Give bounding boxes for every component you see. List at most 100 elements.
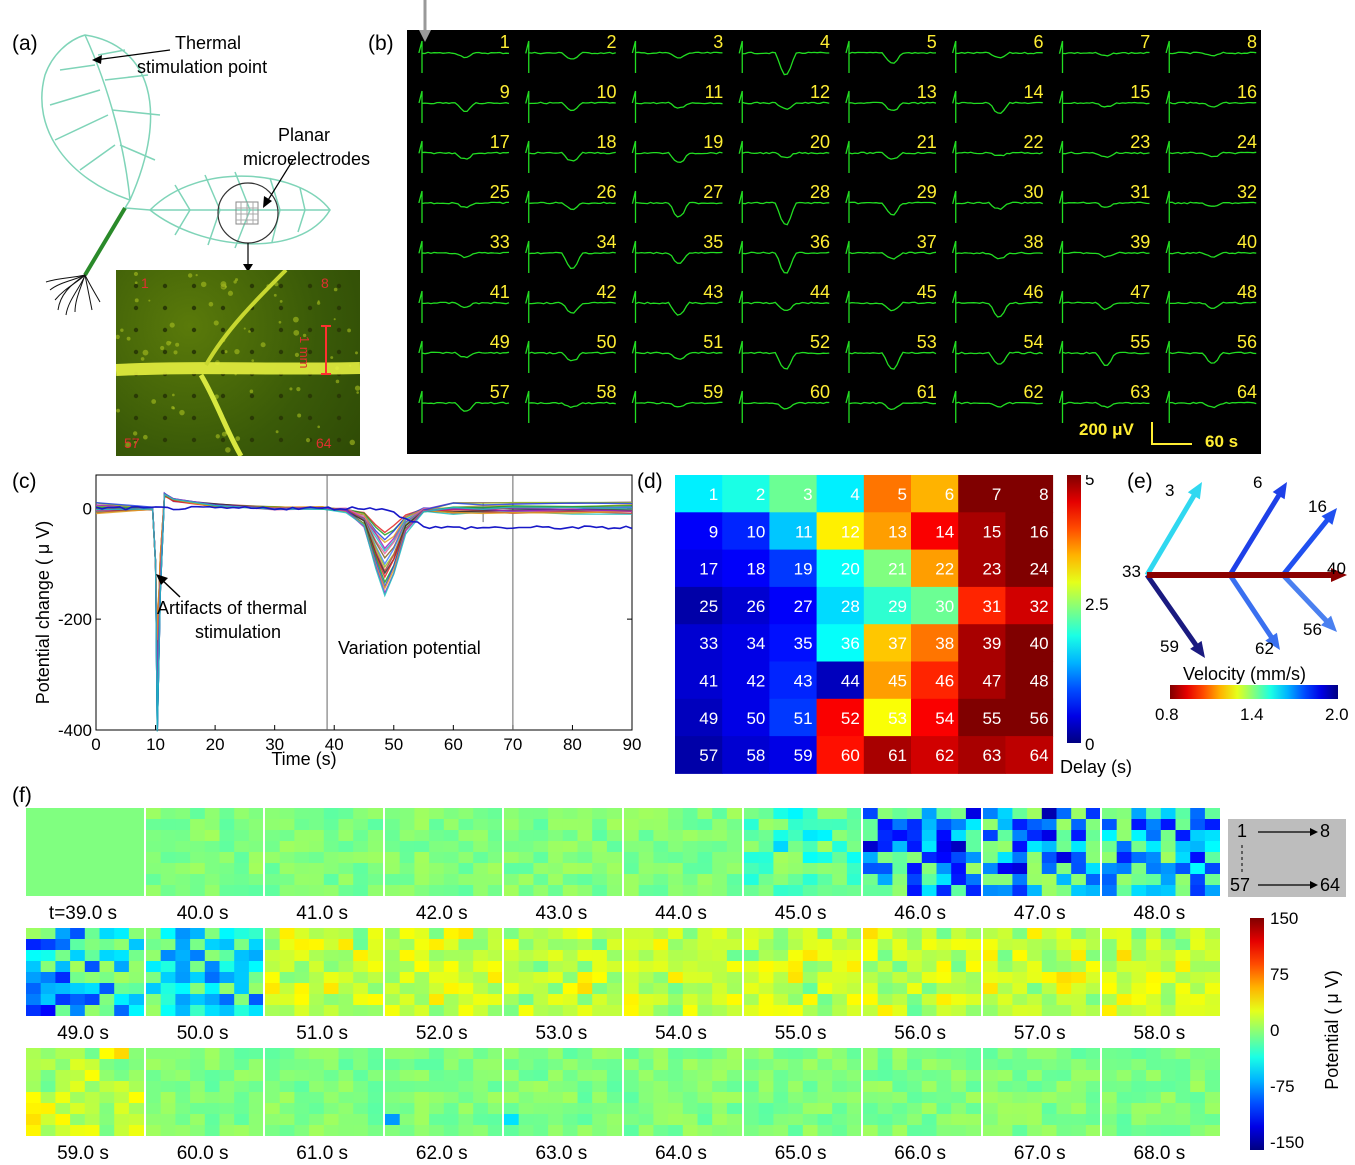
- annotation-artifacts-1: Artifacts of thermal: [157, 598, 308, 618]
- heatmap-cell: [1005, 624, 1054, 662]
- node-label: 40: [1327, 559, 1346, 578]
- panel-label-b: (b): [368, 32, 394, 55]
- cell-label: 42: [746, 672, 765, 691]
- channel-label: 34: [596, 232, 617, 252]
- stimulus-arrow-icon: [419, 0, 431, 47]
- heatmap-cell: [722, 549, 770, 588]
- micro-corner-br: 64: [316, 435, 332, 451]
- cell-label: 4: [850, 485, 859, 504]
- time-label: 55.0 s: [774, 1023, 827, 1044]
- velocity-arrow: [1265, 632, 1280, 650]
- planar-label-1: Planar: [278, 125, 331, 145]
- time-label: 60.0 s: [176, 1143, 229, 1164]
- time-label: 54.0 s: [655, 1023, 707, 1044]
- potential-map: [265, 1048, 383, 1136]
- channel-label: 8: [1246, 32, 1257, 52]
- heatmap-cell: [722, 475, 770, 513]
- channel-label: 40: [1236, 232, 1257, 252]
- time-label: 53.0 s: [535, 1023, 588, 1044]
- channel-label: 29: [916, 182, 937, 202]
- heatmap-cell: [863, 475, 912, 513]
- time-label: 52.0 s: [415, 1023, 468, 1044]
- trace: [631, 390, 723, 423]
- trace: [525, 240, 616, 273]
- heatmap-cell: [958, 661, 1006, 700]
- trace: [845, 190, 937, 223]
- channel-label: 31: [1130, 182, 1151, 202]
- x-tick: 0: [91, 735, 100, 754]
- trace: [1058, 90, 1150, 123]
- heatmap-cell: [816, 586, 865, 625]
- trace: [418, 390, 510, 423]
- traces-grid: 1 2 3 4 5 6 7 8 9 10 11 12 13 14 15 16 17 18 19 20 21 22 23 24 2…: [407, 30, 1261, 454]
- trace: [525, 190, 616, 223]
- panel-label-d: (d): [637, 470, 663, 493]
- heatmap-cell: [958, 698, 1006, 737]
- cell-label: 45: [888, 672, 907, 691]
- trace: [418, 90, 510, 123]
- cell-label: 39: [982, 634, 1001, 653]
- colorbar-label: Delay (s): [1060, 757, 1132, 777]
- panel-label-f: (f): [12, 784, 32, 807]
- cell-label: 15: [982, 522, 1001, 541]
- channel-label: 24: [1236, 132, 1257, 152]
- heatmap-cell: [722, 661, 770, 700]
- cell-label: 27: [794, 597, 813, 616]
- channel-label: 6: [1033, 32, 1044, 52]
- channel-label: 21: [916, 132, 937, 152]
- cell-label: 54: [935, 709, 954, 728]
- trace: [738, 240, 830, 274]
- trace: [418, 40, 510, 73]
- legend-57: 57: [1230, 875, 1251, 895]
- channel-label: 25: [489, 182, 510, 202]
- trace: [738, 90, 830, 123]
- trace: [952, 340, 1043, 373]
- heatmap-cell: [863, 698, 912, 737]
- channel-label: 39: [1130, 232, 1151, 252]
- cell-label: 14: [935, 522, 954, 541]
- cell-label: 26: [746, 597, 765, 616]
- heatmap-cell: [675, 549, 723, 588]
- channel-label: 19: [703, 132, 724, 152]
- channel-label: 37: [916, 232, 937, 252]
- node-label: 6: [1253, 473, 1262, 492]
- channel-label: 30: [1023, 182, 1044, 202]
- trace: [952, 390, 1043, 423]
- trace: [845, 140, 936, 173]
- channel-label: 22: [1023, 132, 1044, 152]
- channel-label: 4: [819, 32, 830, 52]
- heatmap-cell: [911, 698, 959, 737]
- panel-label-c: (c): [12, 470, 37, 493]
- trace: [738, 390, 830, 423]
- cell-label: 12: [841, 522, 860, 541]
- node-label: 3: [1165, 481, 1174, 500]
- x-tick: 50: [384, 735, 403, 754]
- potential-map: [265, 928, 383, 1016]
- cell-label: 64: [1030, 746, 1049, 765]
- cell-label: 47: [982, 672, 1001, 691]
- cell-label: 7: [992, 485, 1001, 504]
- trace: [952, 90, 1043, 123]
- velocity-arrow: [1187, 482, 1202, 500]
- x-tick: 20: [206, 735, 225, 754]
- heatmap-cell: [816, 698, 865, 737]
- heatmap-cell: [911, 624, 959, 662]
- heatmap-cell: [958, 736, 1006, 774]
- channel-label: 48: [1236, 282, 1257, 302]
- cell-label: 3: [803, 485, 812, 504]
- potential-map: [26, 1048, 144, 1136]
- x-tick: 60: [444, 735, 463, 754]
- channel-label: 61: [916, 382, 937, 402]
- trace: [952, 40, 1043, 73]
- velocity-label: Velocity (mm/s): [1183, 664, 1306, 684]
- trace: [525, 90, 616, 123]
- time-label: 44.0 s: [655, 903, 707, 924]
- heatmap-cell: [816, 549, 865, 588]
- heatmap-cell: [769, 475, 818, 513]
- cell-label: 34: [746, 634, 765, 653]
- channel-label: 62: [1023, 382, 1044, 402]
- planar-label-2: microelectrodes: [243, 149, 371, 169]
- cell-label: 17: [699, 560, 718, 579]
- potential-map: [982, 928, 1101, 1016]
- trace: [1058, 390, 1150, 423]
